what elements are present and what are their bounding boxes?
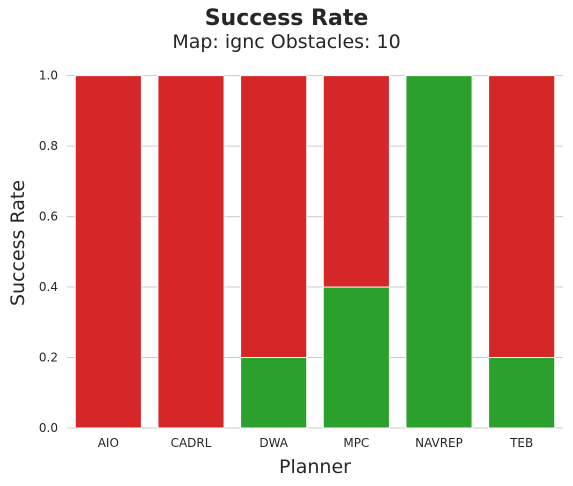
x-tick-label: NAVREP <box>415 436 463 450</box>
x-tick-label: CADRL <box>171 436 212 450</box>
bar-teb-series-1 <box>488 357 556 429</box>
y-tick-label: 0.4 <box>39 280 58 294</box>
y-axis-label: Success Rate <box>7 180 29 306</box>
bar-aio-series-0 <box>74 75 142 429</box>
y-tick-label: 0.8 <box>39 139 58 153</box>
x-tick-label: MPC <box>343 436 369 450</box>
y-tick-label: 1.0 <box>39 69 58 83</box>
bar-dwa-series-1 <box>240 357 308 429</box>
x-tick-label: AIO <box>98 436 119 450</box>
bar-mpc-series-1 <box>322 286 390 429</box>
chart-subtitle: Map: ignc Obstacles: 10 <box>172 31 401 53</box>
bar-navrep-series-1 <box>405 75 473 429</box>
y-tick-label: 0.2 <box>39 351 58 365</box>
y-tick-label: 0.6 <box>39 210 58 224</box>
y-tick-label: 0.0 <box>39 421 58 435</box>
x-axis-label: Planner <box>279 456 351 478</box>
x-tick-label: DWA <box>259 436 288 450</box>
x-tick-label: TEB <box>509 436 533 450</box>
chart-title: Success Rate <box>204 6 369 31</box>
bar-cadrl-series-0 <box>157 75 225 429</box>
